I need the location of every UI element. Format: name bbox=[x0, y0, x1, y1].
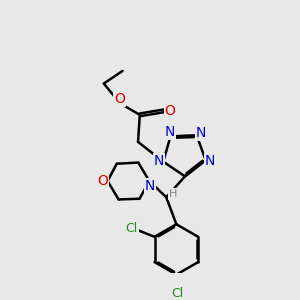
Text: N: N bbox=[154, 154, 164, 168]
Text: O: O bbox=[165, 103, 176, 118]
Text: O: O bbox=[97, 174, 108, 188]
Text: N: N bbox=[196, 126, 206, 140]
Text: H: H bbox=[169, 189, 177, 199]
Text: N: N bbox=[205, 154, 215, 168]
Text: Cl: Cl bbox=[126, 222, 138, 236]
Text: N: N bbox=[165, 125, 175, 139]
Text: O: O bbox=[114, 92, 125, 106]
Text: N: N bbox=[145, 179, 155, 193]
Text: Cl: Cl bbox=[171, 287, 183, 300]
